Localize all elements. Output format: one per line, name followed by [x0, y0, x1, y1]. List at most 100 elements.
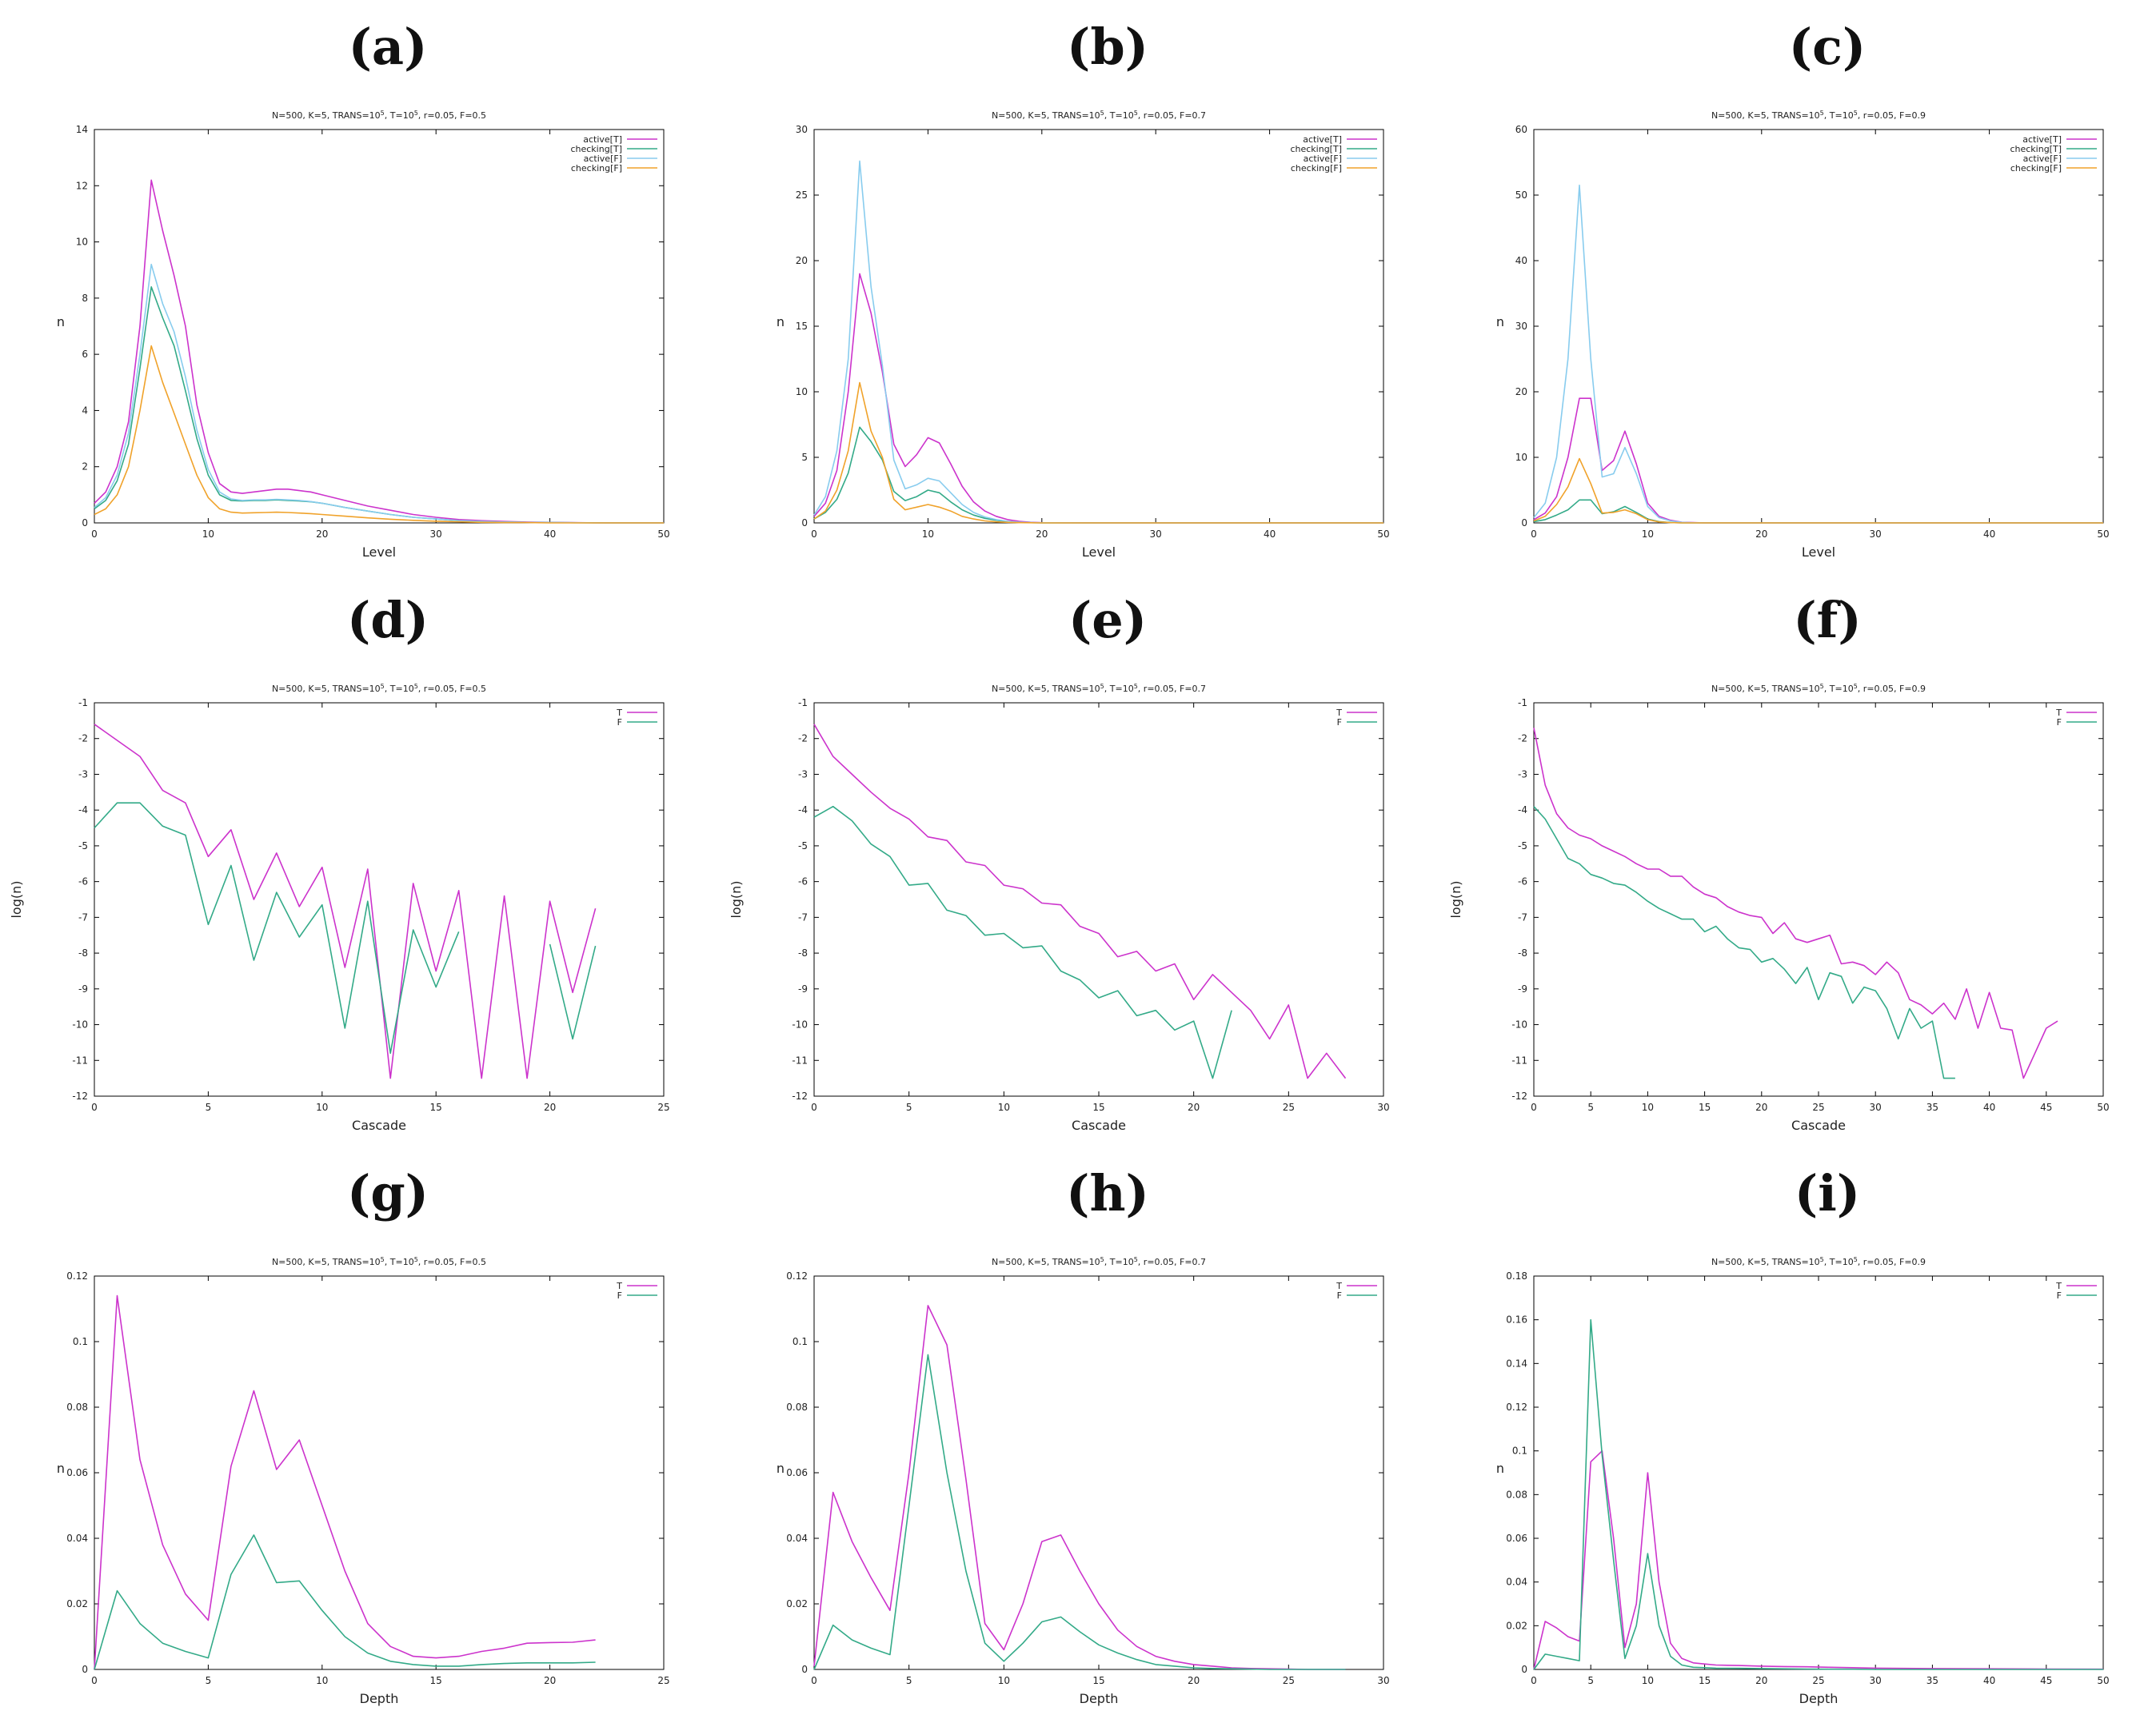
- legend-label: active[F]: [2023, 154, 2062, 164]
- series-line-f: [813, 1354, 1346, 1670]
- x-tick-label: 10: [998, 1102, 1010, 1113]
- x-tick-label: 20: [1755, 1675, 1767, 1686]
- chart-svg: 0 10 20 30 40 50 0 5 10 15 20 25 30 Level n N=500, K=5,…: [777, 110, 1390, 560]
- y-tick-label: 0.06: [66, 1467, 88, 1478]
- x-tick-label: 25: [1812, 1675, 1824, 1686]
- y-tick-label: 0.16: [1506, 1314, 1527, 1326]
- x-tick-label: 0: [811, 528, 817, 540]
- y-tick-label: -12: [1511, 1091, 1527, 1102]
- y-tick-label: -9: [78, 983, 88, 995]
- y-tick-label: 0.14: [1506, 1358, 1527, 1369]
- y-tick-label: 0.12: [786, 1270, 808, 1282]
- x-tick-label: 10: [1642, 1675, 1654, 1686]
- legend-label: T: [1336, 1281, 1342, 1291]
- panel-label: (c): [1788, 18, 1867, 76]
- panel-label: (f): [1793, 591, 1862, 649]
- y-tick-label: -9: [1518, 983, 1527, 995]
- legend-label: checking[T]: [570, 144, 622, 154]
- x-tick-label: 10: [316, 1675, 328, 1686]
- y-tick-label: 0.18: [1506, 1270, 1527, 1282]
- x-tick-label: 50: [1377, 528, 1389, 540]
- y-tick-label: 0.1: [793, 1336, 808, 1347]
- x-tick-label: 45: [2040, 1675, 2052, 1686]
- legend-label: F: [617, 717, 622, 728]
- chart-panel-h: 0 5 10 15 20 25 30 0 0.02 0.04 0.06 0.08 0.1 0.12 Dept…: [720, 1147, 1436, 1719]
- chart-svg: 0 5 10 15 20 25 -12 -11 -10 -9 -8 -7 -6 -5 -4 -3 -2 -1 Cas…: [9, 683, 670, 1134]
- y-tick-label: -5: [78, 840, 88, 852]
- y-tick-label: 10: [796, 386, 808, 397]
- x-tick-label: 50: [2097, 1102, 2109, 1113]
- x-tick-label: 20: [544, 1102, 556, 1113]
- x-tick-label: 5: [906, 1675, 912, 1686]
- x-tick-label: 25: [1812, 1102, 1824, 1113]
- y-tick-label: 0: [82, 517, 88, 528]
- x-tick-label: 10: [316, 1102, 328, 1113]
- y-tick-label: -7: [1518, 911, 1527, 923]
- y-tick-label: -6: [78, 876, 88, 887]
- x-tick-label: 35: [1926, 1675, 1938, 1686]
- y-tick-label: -12: [72, 1091, 88, 1102]
- x-axis-label: Level: [1082, 544, 1116, 560]
- legend-label: T: [2055, 708, 2062, 718]
- series-line-activef: [1533, 184, 2103, 524]
- x-tick-label: 30: [1377, 1102, 1389, 1113]
- series-line-activet: [94, 179, 664, 524]
- plot-frame: [813, 129, 1384, 524]
- y-tick-label: 6: [82, 349, 88, 360]
- panel-label: (h): [1066, 1164, 1149, 1222]
- y-tick-label: 0.04: [66, 1533, 88, 1544]
- x-tick-label: 0: [1531, 1675, 1537, 1686]
- chart-svg: 0 5 10 15 20 25 30 0 0.02 0.04 0.06 0.08 0.1 0.12 Dept…: [777, 1256, 1390, 1707]
- x-tick-label: 30: [1870, 1675, 1882, 1686]
- y-tick-label: 0.08: [1506, 1489, 1527, 1500]
- y-tick-label: 12: [76, 180, 88, 191]
- chart-title: N=500, K=5, TRANS=105, T=105, r=0.05, F=…: [992, 110, 1206, 122]
- x-tick-label: 0: [811, 1675, 817, 1686]
- x-tick-label: 5: [206, 1102, 212, 1113]
- x-tick-label: 50: [2097, 1675, 2109, 1686]
- x-tick-label: 10: [998, 1675, 1010, 1686]
- y-axis-label: n: [777, 314, 785, 329]
- x-tick-label: 25: [1283, 1102, 1295, 1113]
- y-axis-label: n: [57, 314, 65, 329]
- series-line-t: [1533, 1450, 2104, 1670]
- chart-panel-g: 0 5 10 15 20 25 0 0.02 0.04 0.06 0.08 0.1 0.12 Depth n…: [0, 1147, 717, 1719]
- panel-label: (i): [1794, 1164, 1861, 1222]
- y-tick-label: 50: [1515, 189, 1527, 201]
- y-tick-label: -4: [798, 804, 808, 816]
- x-tick-label: 50: [657, 528, 669, 540]
- x-tick-label: 20: [544, 1675, 556, 1686]
- series-line-checkingf: [813, 381, 1383, 524]
- x-tick-label: 5: [1587, 1675, 1594, 1686]
- x-tick-label: 25: [1283, 1675, 1295, 1686]
- series-line-f: [549, 943, 597, 1040]
- x-tick-label: 40: [1264, 528, 1276, 540]
- chart-panel-i: 0 5 10 15 20 25 30 35 40 45 50 0 0.02 0.04 0.06 0.08 0.1…: [1439, 1147, 2156, 1719]
- y-axis-label: log(n): [9, 880, 24, 918]
- x-tick-label: 35: [1926, 1102, 1938, 1113]
- chart-panel-a: 0 10 20 30 40 50 0 2 4 6 8 10 12 14 Level n N=500, K=5, …: [0, 0, 717, 572]
- series-line-f: [1533, 806, 1955, 1079]
- x-tick-label: 25: [657, 1675, 669, 1686]
- chart-panel-b: 0 10 20 30 40 50 0 5 10 15 20 25 30 Level n N=500, K=5,…: [720, 0, 1436, 572]
- x-tick-label: 5: [1587, 1102, 1594, 1113]
- y-tick-label: 0: [801, 1664, 808, 1675]
- x-tick-label: 30: [1150, 528, 1162, 540]
- y-tick-label: -8: [78, 947, 88, 959]
- x-tick-label: 40: [1983, 1102, 1995, 1113]
- x-tick-label: 15: [1699, 1675, 1711, 1686]
- legend-label: F: [2057, 1290, 2062, 1301]
- y-tick-label: 5: [801, 452, 808, 463]
- y-tick-label: -8: [1518, 947, 1527, 959]
- chart-title: N=500, K=5, TRANS=105, T=105, r=0.05, F=…: [992, 683, 1206, 695]
- plot-frame: [1533, 702, 2104, 1097]
- chart-panel-f: 0 5 10 15 20 25 30 35 40 45 50 -12 -11 -10 -9 -8 -7 -6 -5 -…: [1439, 573, 2156, 1146]
- y-tick-label: -7: [798, 911, 808, 923]
- chart-title: N=500, K=5, TRANS=105, T=105, r=0.05, F=…: [1711, 110, 1926, 122]
- y-tick-label: -6: [1518, 876, 1527, 887]
- y-axis-label: n: [57, 1461, 65, 1476]
- y-tick-label: -8: [798, 947, 808, 959]
- panel-label: (a): [348, 18, 428, 76]
- legend-label: active[F]: [1304, 154, 1342, 164]
- y-tick-label: 0.08: [66, 1402, 88, 1413]
